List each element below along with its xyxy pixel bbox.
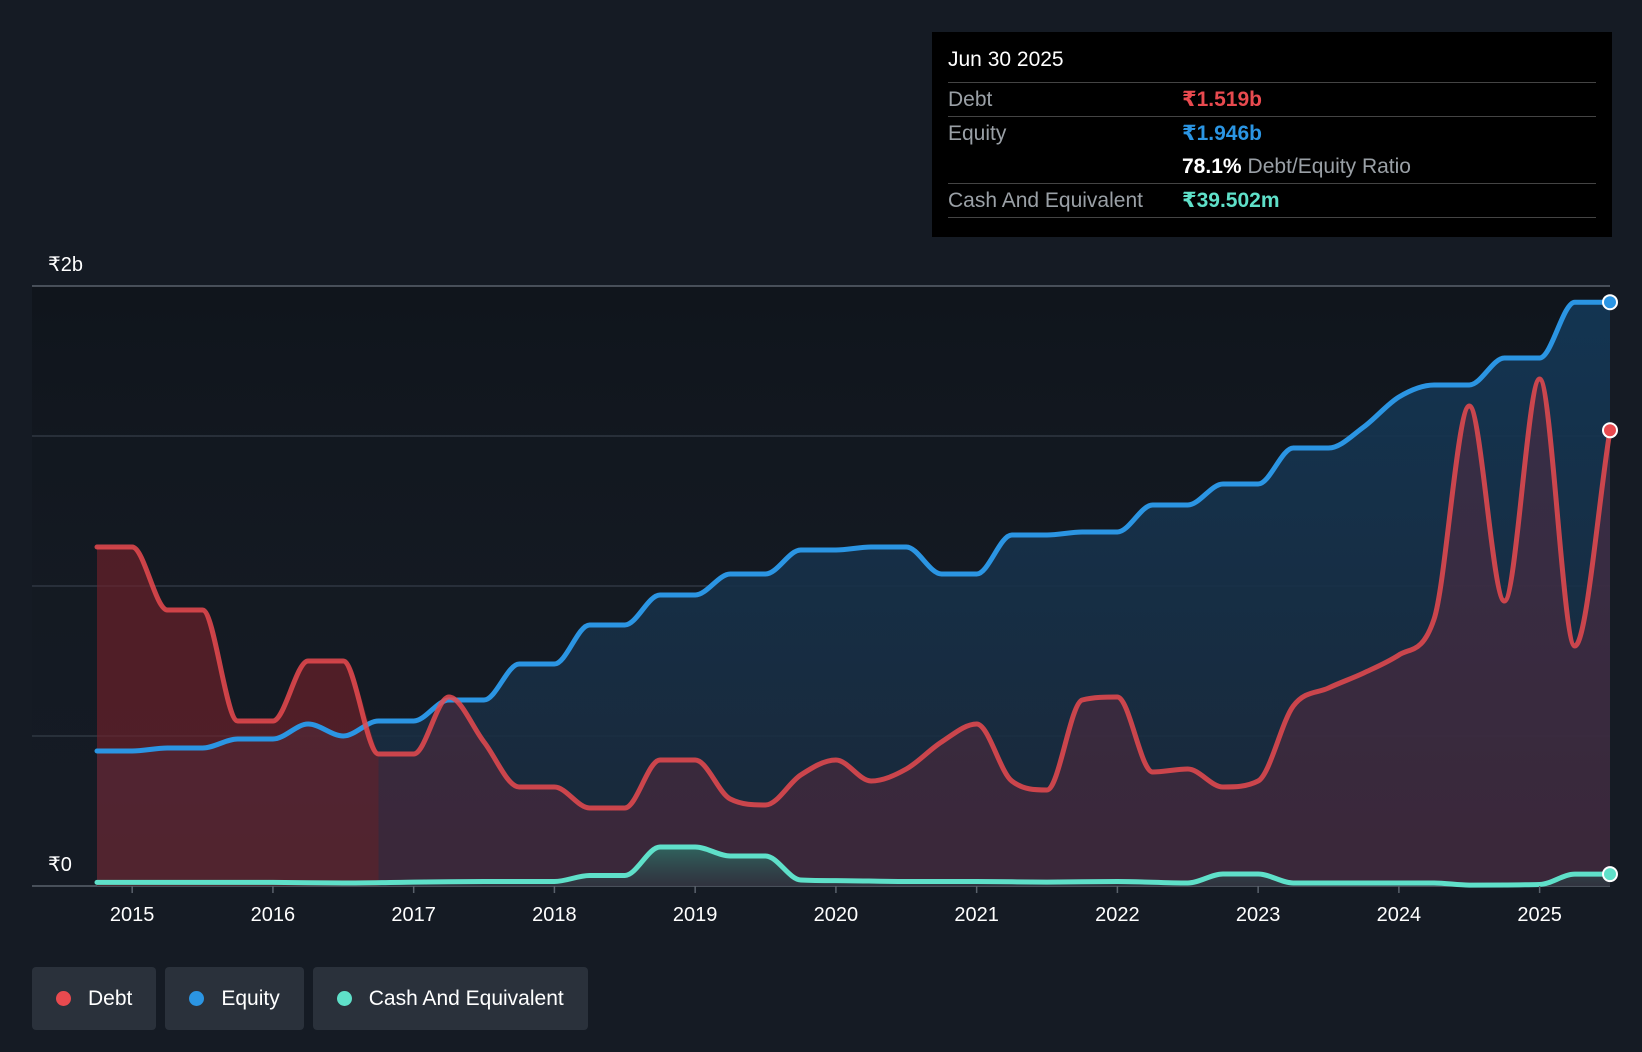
legend-item-debt[interactable]: Debt	[32, 967, 157, 1030]
tooltip-equity-row: Equity ₹1.946b	[948, 117, 1596, 150]
x-tick-label: 2021	[954, 904, 999, 926]
x-tick-label: 2025	[1517, 904, 1562, 926]
tooltip-panel: Jun 30 2025 Debt ₹1.519b Equity ₹1.946b …	[932, 32, 1612, 237]
x-tick-label: 2024	[1377, 904, 1422, 926]
debt-endpoint	[1602, 422, 1618, 439]
equity-area	[97, 302, 1610, 886]
x-axis: 2015 2016 2017 2018 2019 2020 2021 2022 2023 2024…	[110, 886, 1562, 926]
x-tick-label: 2015	[110, 904, 155, 926]
chart-legend: Debt Equity Cash And Equivalent	[32, 967, 588, 1030]
legend-label-equity: Equity	[221, 986, 280, 1010]
tooltip-ratio-row: 78.1% Debt/Equity Ratio	[948, 150, 1596, 184]
legend-item-cash[interactable]: Cash And Equivalent	[312, 967, 588, 1030]
legend-item-equity[interactable]: Equity	[165, 967, 304, 1030]
legend-dot-debt-icon	[56, 991, 71, 1006]
tooltip-equity-value: ₹1.946b	[1182, 122, 1262, 145]
x-tick-label: 2023	[1236, 904, 1281, 926]
cash-line	[94, 844, 1613, 888]
y-tick-label: ₹0	[48, 854, 72, 876]
equity-endpoint	[1602, 294, 1618, 311]
x-tick-label: 2016	[251, 904, 296, 926]
debt-line	[94, 376, 1613, 811]
tooltip-equity-label: Equity	[948, 121, 1007, 145]
series-endpoints	[1602, 294, 1618, 883]
x-tick-label: 2022	[1095, 904, 1140, 926]
debt-area-highlight	[97, 547, 379, 886]
tooltip-debt-value: ₹1.519b	[1182, 88, 1262, 111]
y-axis: ₹2b ₹0	[48, 254, 83, 876]
tooltip-cash-label: Cash And Equivalent	[948, 188, 1143, 212]
series-lines	[94, 299, 1613, 888]
tooltip-debt-label: Debt	[948, 87, 993, 111]
x-tick-label: 2020	[814, 904, 859, 926]
x-tick-label: 2017	[391, 904, 436, 926]
tooltip-cash-value: ₹39.502m	[1182, 189, 1280, 212]
tooltip-ratio-value: 78.1%	[1182, 154, 1242, 178]
tooltip-cash-row: Cash And Equivalent ₹39.502m	[948, 184, 1596, 218]
legend-dot-equity-icon	[189, 991, 205, 1006]
y-tick-label: ₹2b	[48, 254, 83, 276]
legend-label-debt: Debt	[88, 986, 133, 1010]
legend-label-cash: Cash And Equivalent	[368, 986, 564, 1010]
tooltip-date: Jun 30 2025	[948, 46, 1596, 83]
legend-dot-cash-icon	[336, 991, 352, 1006]
tooltip-ratio-label: Debt/Equity Ratio	[1247, 154, 1411, 178]
equity-line	[94, 299, 1613, 754]
x-tick-label: 2019	[673, 904, 718, 926]
cash-endpoint	[1602, 866, 1618, 883]
debt-area	[97, 379, 1610, 886]
x-tick-label: 2018	[532, 904, 577, 926]
tooltip-debt-row: Debt ₹1.519b	[948, 83, 1596, 117]
